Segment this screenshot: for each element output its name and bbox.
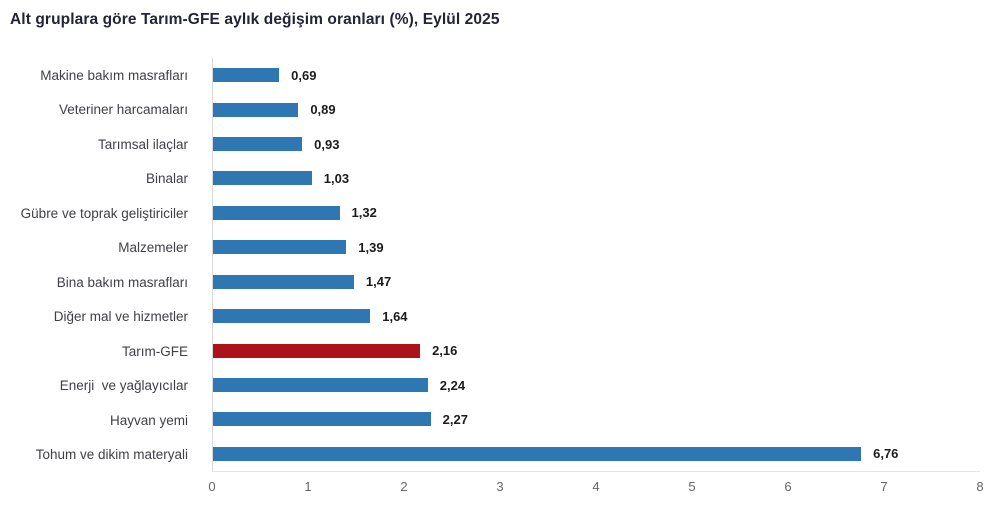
bar[interactable] [213, 171, 312, 186]
bar-value-label: 0,93 [314, 136, 340, 152]
bar-value-label: 2,27 [442, 411, 468, 427]
x-axis-tick: 7 [880, 479, 888, 494]
bar-value-label: 2,24 [439, 377, 466, 393]
bar[interactable] [213, 205, 340, 220]
bar-value-label: 1,03 [323, 170, 350, 186]
bar[interactable] [213, 412, 431, 427]
bar-row: 0,89 [213, 92, 980, 126]
bar-row: 2,27 [213, 402, 980, 436]
bar-row: 1,47 [213, 265, 980, 299]
x-axis-tick: 1 [304, 479, 312, 494]
bar-value-label: 1,47 [365, 274, 392, 290]
x-axis-tick: 0 [208, 479, 216, 494]
x-axis-tick: 3 [496, 479, 504, 494]
category-label: Binalar [145, 171, 188, 187]
bar[interactable] [213, 446, 862, 461]
bar[interactable] [213, 378, 428, 392]
category-label: Malzemeler [118, 240, 188, 256]
category-label: Veteriner harcamaları [58, 102, 188, 118]
x-axis-tick: 2 [400, 479, 408, 494]
bar-highlight[interactable] [213, 343, 421, 358]
category-label: Enerji ve yağlayıcılar [59, 378, 188, 394]
category-labels: Makine bakım masrafları Veteriner harcama… [0, 58, 200, 472]
bar[interactable] [213, 309, 371, 324]
x-axis-tick: 6 [784, 479, 792, 494]
bar-value-label: 1,64 [382, 308, 408, 324]
bar[interactable] [213, 102, 299, 117]
x-axis-tick: 5 [688, 479, 696, 494]
category-label: Tarım-GFE [122, 343, 188, 359]
chart-title: Alt gruplara göre Tarım-GFE aylık değişi… [10, 11, 500, 28]
x-axis: 0 1 2 3 4 5 6 7 8 [208, 479, 984, 499]
category-label: Hayvan yemi [109, 412, 188, 428]
bar[interactable] [213, 137, 303, 152]
x-axis-tick: 8 [976, 479, 984, 494]
bar-row: 0,69 [213, 58, 980, 92]
bar-row: 2,16 [213, 333, 980, 367]
category-label: Makine bakım masrafları [40, 67, 188, 83]
category-label: Tarımsal ilaçlar [97, 136, 188, 152]
bar-value-label: 1,39 [358, 239, 384, 255]
bar-row: 6,76 [213, 437, 980, 471]
bar-row: 1,32 [213, 196, 980, 230]
bar-row: 1,39 [213, 230, 980, 264]
bar-row: 2,24 [213, 368, 980, 402]
category-label: Bina bakım masrafları [56, 274, 188, 290]
plot-area: 0,69 0,89 0,93 1,03 1,32 1,39 1,47 1,64 2,16 2,24… [212, 58, 980, 472]
bar-value-label: 0,89 [310, 102, 336, 118]
bar[interactable] [213, 240, 347, 255]
bar[interactable] [213, 68, 280, 83]
bar-row: 0,93 [213, 127, 980, 161]
bars-container: 0,69 0,89 0,93 1,03 1,32 1,39 1,47 1,64 2,16 2,24… [213, 58, 980, 471]
bar-row: 1,64 [213, 299, 980, 333]
x-axis-tick: 4 [592, 479, 600, 494]
bar[interactable] [213, 274, 354, 289]
category-label: Tohum ve dikim materyali [35, 447, 188, 463]
bar-row: 1,03 [213, 161, 980, 195]
category-label: Diğer mal ve hizmetler [53, 309, 188, 325]
bar-value-label: 1,32 [351, 205, 377, 221]
bar-value-label: 0,69 [291, 67, 317, 83]
bar-value-label: 2,16 [432, 343, 458, 359]
bar-value-label: 6,76 [873, 446, 899, 462]
category-label: Gübre ve toprak geliştiriciler [20, 205, 188, 221]
